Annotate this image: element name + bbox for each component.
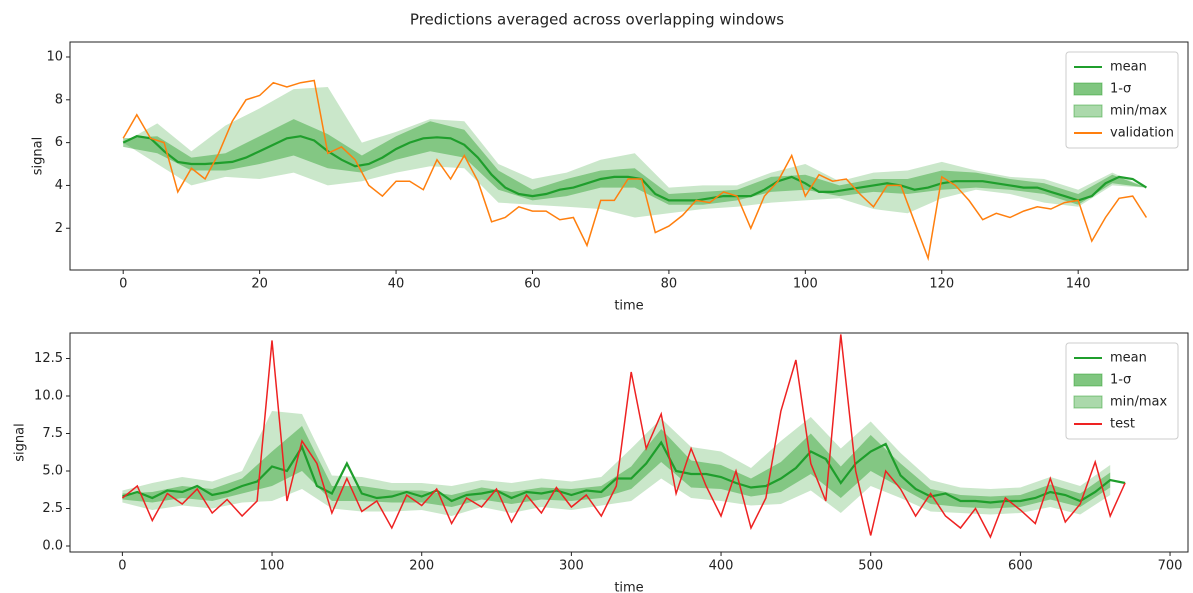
legend-label: mean <box>1110 351 1147 366</box>
x-tick-label: 600 <box>1008 559 1033 574</box>
x-tick-label: 300 <box>559 559 584 574</box>
y-tick-label: 10 <box>46 49 63 64</box>
figure-title: Predictions averaged across overlapping … <box>410 11 784 29</box>
x-tick-label: 60 <box>524 277 541 292</box>
legend-label: validation <box>1110 126 1174 141</box>
y-tick-label: 7.5 <box>42 426 63 441</box>
series-band <box>122 426 1111 509</box>
y-tick-label: 0.0 <box>42 539 63 554</box>
axes-frame <box>69 41 1189 271</box>
x-tick-label: 120 <box>929 277 954 292</box>
x-tick-label: 500 <box>858 559 883 574</box>
x-axis-label: time <box>614 581 643 593</box>
x-tick-label: 400 <box>709 559 734 574</box>
y-tick-label: 5.0 <box>42 464 63 479</box>
series-band <box>123 87 1147 218</box>
x-tick-label: 140 <box>1066 277 1091 292</box>
x-tick-label: 0 <box>118 559 126 574</box>
y-tick-label: 2 <box>55 221 63 236</box>
x-tick-label: 200 <box>409 559 434 574</box>
x-axis-label: time <box>614 299 643 314</box>
x-tick-label: 20 <box>251 277 268 292</box>
legend-label: min/max <box>1110 104 1168 119</box>
series-line <box>122 135 1147 202</box>
legend-label: 1-σ <box>1110 373 1131 388</box>
axes-frame <box>69 332 1189 553</box>
series-line <box>121 334 1126 539</box>
x-tick-label: 100 <box>260 559 285 574</box>
legend-label: test <box>1110 417 1135 432</box>
y-tick-label: 8 <box>55 92 63 107</box>
y-tick-label: 2.5 <box>42 501 63 516</box>
legend-box <box>1065 51 1179 149</box>
legend-swatch <box>1073 373 1103 387</box>
legend-box <box>1065 342 1179 440</box>
y-axis-label: signal <box>31 137 46 175</box>
legend-label: min/max <box>1110 395 1168 410</box>
legend-swatch <box>1073 104 1103 118</box>
y-tick-label: 6 <box>55 135 63 150</box>
legend-label: mean <box>1110 60 1147 75</box>
legend-swatch <box>1073 395 1103 409</box>
y-axis-label: signal <box>13 423 28 461</box>
series-band <box>122 411 1111 516</box>
y-tick-label: 12.5 <box>34 351 63 366</box>
x-tick-label: 0 <box>119 277 127 292</box>
x-tick-label: 100 <box>793 277 818 292</box>
x-tick-label: 80 <box>661 277 678 292</box>
legend-label: 1-σ <box>1110 82 1131 97</box>
y-tick-label: 4 <box>55 178 63 193</box>
series-line <box>122 79 1148 262</box>
series-line <box>122 440 1126 504</box>
y-tick-label: 10.0 <box>34 389 63 404</box>
legend-swatch <box>1073 82 1103 96</box>
x-tick-label: 40 <box>388 277 405 292</box>
x-tick-label: 700 <box>1158 559 1183 574</box>
